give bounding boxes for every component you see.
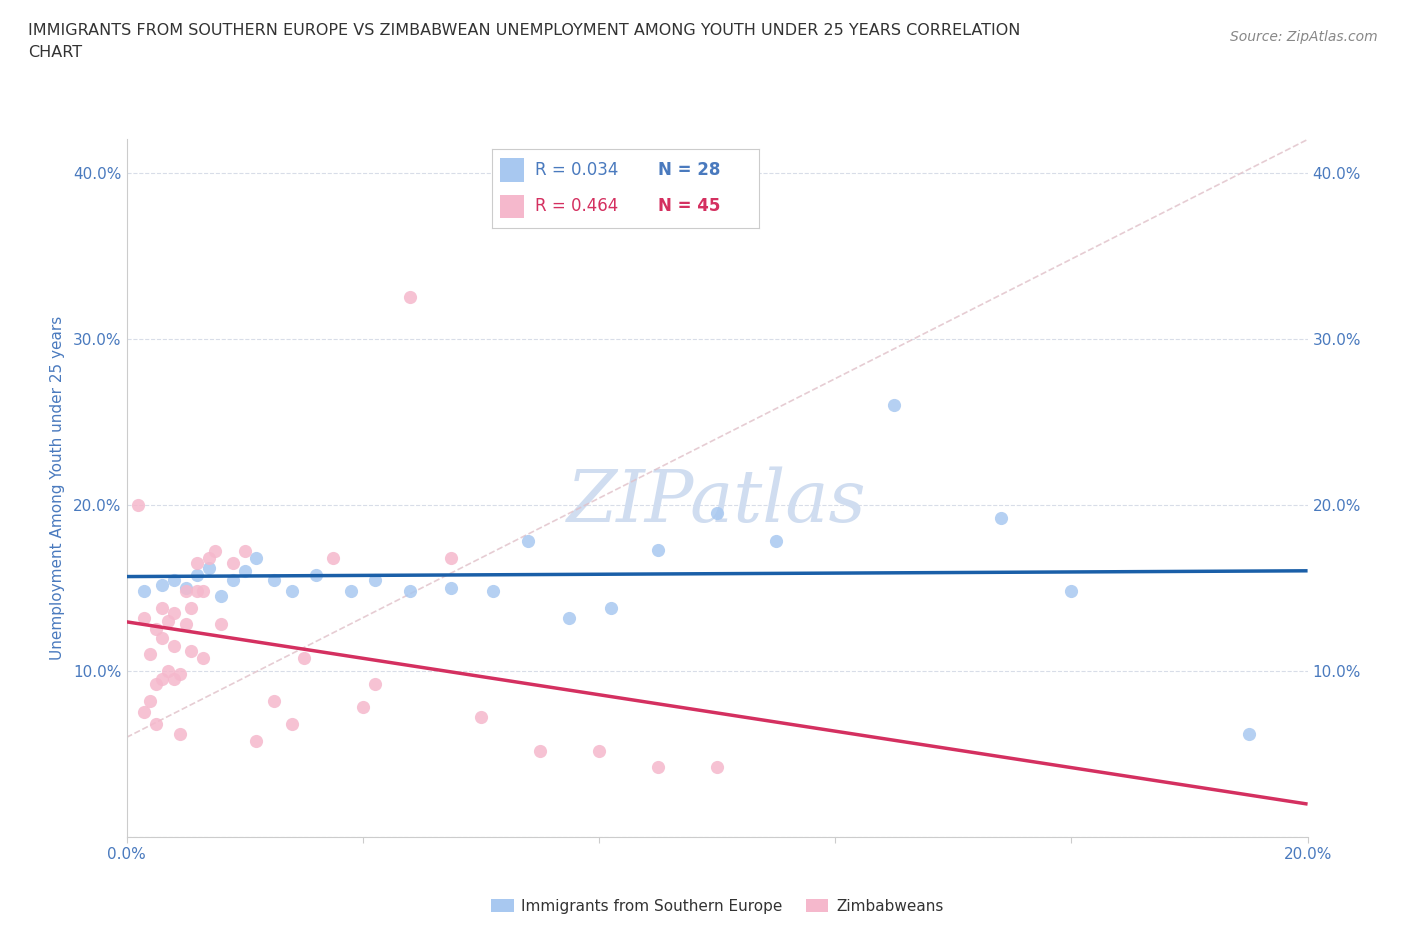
Point (209, 617, 232, 631)
Point (150, 631, 173, 645)
Point (706, 506, 728, 521)
Point (233, 564, 256, 578)
Point (263, 694, 285, 709)
Point (204, 544, 226, 559)
Point (599, 601, 621, 616)
Point (399, 584, 422, 599)
Point (134, 705, 156, 720)
Point (304, 567, 326, 582)
Point (145, 717, 167, 732)
Text: R = 0.464: R = 0.464 (534, 197, 619, 215)
Point (470, 710, 492, 724)
Point (222, 572, 245, 587)
Point (150, 601, 173, 616)
Point (180, 601, 202, 616)
Point (352, 700, 374, 715)
Point (163, 605, 186, 620)
Point (156, 663, 179, 678)
Point (1060, 584, 1083, 599)
Text: CHART: CHART (28, 45, 82, 60)
Point (245, 733, 267, 748)
Point (186, 584, 208, 599)
Point (163, 671, 186, 686)
Text: Source: ZipAtlas.com: Source: ZipAtlas.com (1230, 30, 1378, 44)
Point (193, 650, 215, 665)
FancyBboxPatch shape (501, 158, 524, 182)
Point (647, 760, 669, 775)
Point (180, 644, 202, 658)
Point (440, 580, 463, 595)
Point (134, 610, 156, 625)
Point (209, 589, 232, 604)
Text: R = 0.034: R = 0.034 (534, 161, 619, 179)
Point (174, 584, 197, 599)
Point (517, 534, 540, 549)
Point (363, 677, 385, 692)
Point (163, 639, 186, 654)
Point (233, 544, 256, 559)
Point (245, 551, 267, 565)
Point (399, 290, 422, 305)
Point (156, 614, 179, 629)
FancyBboxPatch shape (501, 194, 524, 219)
Point (169, 667, 191, 682)
Point (529, 743, 551, 758)
Legend: Immigrants from Southern Europe, Zimbabweans: Immigrants from Southern Europe, Zimbabw… (485, 893, 949, 920)
Point (150, 578, 173, 592)
Point (127, 498, 149, 512)
Point (193, 584, 215, 599)
Text: ZIPatlas: ZIPatlas (567, 467, 868, 538)
Point (706, 760, 728, 775)
Point (1237, 726, 1260, 741)
Point (174, 617, 197, 631)
Text: IMMIGRANTS FROM SOUTHERN EUROPE VS ZIMBABWEAN UNEMPLOYMENT AMONG YOUTH UNDER 25 : IMMIGRANTS FROM SOUTHERN EUROPE VS ZIMBA… (28, 23, 1021, 38)
Point (281, 717, 304, 732)
Point (440, 551, 463, 565)
Point (150, 671, 173, 686)
Point (198, 561, 221, 576)
Point (340, 584, 363, 599)
Y-axis label: Unemployment Among Youth under 25 years: Unemployment Among Youth under 25 years (49, 316, 65, 660)
Point (558, 610, 581, 625)
Point (990, 511, 1012, 525)
Point (145, 622, 167, 637)
Point (481, 584, 503, 599)
Point (139, 647, 162, 662)
Point (263, 572, 285, 587)
Point (169, 726, 191, 741)
Point (186, 567, 208, 582)
Point (765, 534, 787, 549)
Point (281, 584, 304, 599)
Point (292, 650, 315, 665)
Text: N = 28: N = 28 (658, 161, 720, 179)
Point (588, 743, 610, 758)
Point (322, 551, 344, 565)
Point (139, 694, 162, 709)
Point (883, 398, 905, 413)
Point (363, 572, 385, 587)
Point (222, 555, 245, 570)
Point (163, 572, 186, 587)
Point (174, 580, 197, 595)
Point (647, 542, 669, 557)
Point (145, 677, 167, 692)
Point (198, 551, 221, 565)
Point (186, 555, 208, 570)
Point (134, 584, 156, 599)
Text: N = 45: N = 45 (658, 197, 720, 215)
